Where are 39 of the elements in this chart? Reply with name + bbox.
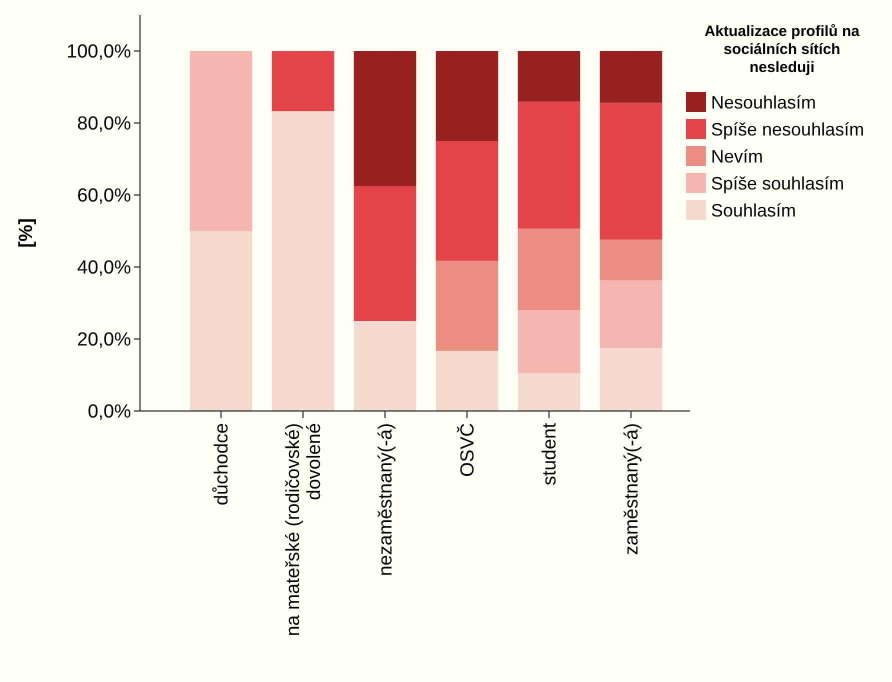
bar xyxy=(518,373,580,411)
y-tick-label: 40,0% xyxy=(77,258,132,279)
legend-label: Nesouhlasím xyxy=(711,92,816,112)
bar xyxy=(354,321,416,411)
legend-label: Souhlasím xyxy=(711,200,796,220)
bar xyxy=(600,240,662,280)
x-tick-label: nezaměstnaný(-á) xyxy=(376,423,397,576)
bar xyxy=(518,310,580,374)
y-tick-label: 100,0% xyxy=(66,42,132,63)
legend-label: Spíše nesouhlasím xyxy=(711,119,864,140)
y-tick-label: 60,0% xyxy=(77,186,132,207)
y-axis-title: [%] xyxy=(16,218,37,248)
y-tick-label: 0,0% xyxy=(88,402,132,423)
legend-label: Nevím xyxy=(711,146,764,166)
bar xyxy=(436,260,498,351)
x-tick-label: OSVČ xyxy=(456,423,479,477)
x-tick-label: důchodce xyxy=(212,423,233,506)
bar xyxy=(272,111,334,411)
y-tick-label: 20,0% xyxy=(77,330,132,351)
bar xyxy=(436,141,498,261)
bar xyxy=(436,350,498,411)
bar xyxy=(190,231,252,411)
bar xyxy=(190,51,252,231)
bar xyxy=(600,280,662,348)
bar xyxy=(272,51,334,112)
bar xyxy=(600,51,662,103)
bar xyxy=(354,186,416,321)
bar xyxy=(354,51,416,186)
bar xyxy=(600,348,662,411)
x-tick-label: zaměstnaný(-á) xyxy=(622,423,643,555)
y-tick-label: 80,0% xyxy=(77,114,132,135)
legend-label: Spíše souhlasím xyxy=(711,173,844,194)
bar xyxy=(600,102,662,240)
legend-title: Aktualizace profilů na sociálních sítích nesleduji xyxy=(704,23,860,76)
bar xyxy=(518,102,580,228)
bar xyxy=(518,51,580,102)
bar xyxy=(518,228,580,310)
bar xyxy=(436,51,498,141)
x-tick-label: student xyxy=(540,422,561,486)
